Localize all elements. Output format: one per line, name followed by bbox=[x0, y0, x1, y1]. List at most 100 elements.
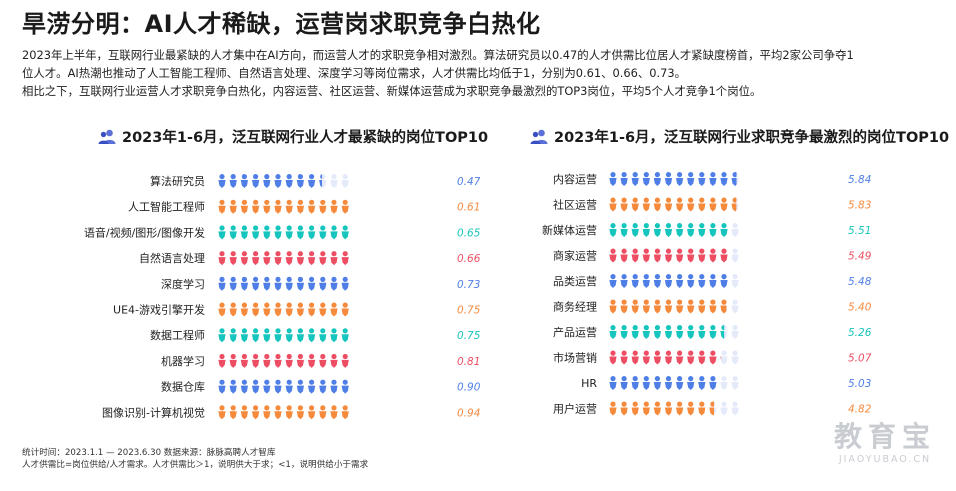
right-icon-filled bbox=[698, 350, 706, 365]
left-icon-filled bbox=[330, 199, 338, 214]
right-icon-filled bbox=[609, 248, 617, 263]
left-panel-title-text: 2023年1-6月，泛互联网行业人才最紧缺的岗位TOP10 bbox=[122, 130, 489, 146]
watermark-en: JIAOYUBAO.CN bbox=[838, 454, 932, 465]
right-icon-filled bbox=[642, 274, 650, 288]
left-icon-filled bbox=[319, 276, 327, 291]
right-value-label: 5.49 bbox=[848, 251, 872, 263]
left-category-label: 数据工程师 bbox=[150, 328, 205, 342]
right-icon-empty bbox=[720, 401, 728, 416]
left-icon-filled bbox=[308, 405, 316, 420]
left-value-label: 0.90 bbox=[457, 382, 480, 394]
left-value-label: 0.73 bbox=[457, 279, 480, 291]
left-icon-filled bbox=[341, 328, 349, 343]
right-icon-filled bbox=[698, 401, 706, 416]
left-icon-filled bbox=[218, 353, 226, 368]
left-icon-filled bbox=[274, 328, 282, 343]
right-icon-filled bbox=[609, 325, 617, 339]
left-icon-filled bbox=[308, 251, 316, 266]
left-icon-filled bbox=[240, 302, 248, 317]
right-icon-filled bbox=[687, 172, 695, 186]
right-row: 市场营销 5.07 bbox=[553, 350, 872, 365]
right-value-label: 5.83 bbox=[848, 200, 871, 212]
left-row: 语音/视频/图形/图像开发 0.65 bbox=[84, 225, 480, 240]
left-icon-filled bbox=[240, 328, 248, 343]
right-icon-filled bbox=[620, 376, 628, 390]
left-icon-filled bbox=[274, 199, 282, 214]
right-category-label: 市场营销 bbox=[553, 351, 597, 365]
left-row: 数据工程师 0.75 bbox=[150, 328, 480, 343]
left-icon-filled bbox=[319, 328, 327, 343]
left-value-label: 0.61 bbox=[457, 202, 480, 214]
right-icon-empty bbox=[731, 223, 739, 237]
right-icon-filled bbox=[676, 376, 684, 390]
left-row: 机器学习 0.81 bbox=[161, 353, 480, 368]
left-category-label: 自然语言处理 bbox=[139, 251, 205, 265]
left-category-label: 数据仓库 bbox=[161, 380, 205, 394]
watermark-cn: 教育宝 bbox=[833, 420, 936, 453]
right-icon-filled bbox=[631, 172, 639, 186]
right-icon-filled bbox=[609, 401, 617, 416]
left-value-label: 0.65 bbox=[457, 227, 480, 239]
right-icon-filled bbox=[676, 172, 684, 186]
left-category-label: 机器学习 bbox=[161, 354, 205, 368]
right-value-label: 5.48 bbox=[848, 276, 872, 288]
left-icon-filled bbox=[285, 405, 293, 420]
intro-line: 2023年上半年，互联网行业最紧缺的人才集中在AI方向，而运营人才的求职竞争相对… bbox=[22, 48, 854, 62]
left-row: 算法研究员 0.47 bbox=[150, 174, 480, 188]
left-icon-filled bbox=[330, 379, 338, 394]
left-icon-filled bbox=[274, 405, 282, 420]
right-icon-filled bbox=[698, 223, 706, 237]
right-icon-filled bbox=[642, 248, 650, 263]
right-icon-filled bbox=[664, 401, 673, 416]
right-icon-filled bbox=[631, 350, 639, 365]
right-icon-filled bbox=[653, 274, 661, 288]
left-icon-empty bbox=[330, 174, 338, 188]
left-row: 自然语言处理 0.66 bbox=[139, 251, 480, 266]
left-icon-filled bbox=[308, 199, 316, 214]
right-icon-filled bbox=[631, 274, 639, 288]
right-value-label: 5.51 bbox=[848, 225, 871, 237]
right-icon-filled bbox=[676, 401, 684, 416]
right-icon-filled bbox=[664, 274, 673, 288]
left-icon-filled bbox=[252, 174, 260, 188]
left-icon-filled bbox=[218, 405, 226, 420]
left-icon-filled bbox=[240, 174, 248, 188]
left-icon-partial bbox=[319, 174, 322, 188]
right-category-label: 新媒体运营 bbox=[542, 223, 597, 237]
right-icon-filled bbox=[676, 299, 684, 314]
left-icon-filled bbox=[285, 353, 293, 368]
right-icon-filled bbox=[709, 197, 717, 212]
left-icon-filled bbox=[229, 379, 237, 394]
left-icon-filled bbox=[252, 353, 260, 368]
left-icon-filled bbox=[341, 199, 349, 214]
right-icon-partial bbox=[720, 299, 727, 314]
right-icon-filled bbox=[709, 248, 717, 263]
footnote-line: 人才供需比=岗位供给/人才需求。人才供需比＞1，说明供大于求；<1，说明供给小于… bbox=[22, 460, 369, 470]
left-row: 图像识别-计算机视觉 0.94 bbox=[102, 405, 480, 420]
left-icon-filled bbox=[308, 353, 316, 368]
right-icon-filled bbox=[620, 223, 628, 237]
right-icon-filled bbox=[642, 401, 650, 416]
right-icon-filled bbox=[653, 197, 661, 212]
left-icon-filled bbox=[229, 225, 237, 240]
right-panel-title: 2023年1-6月，泛互联网行业求职竞争最激烈的岗位TOP10 bbox=[530, 126, 949, 147]
right-icon-filled bbox=[620, 350, 628, 365]
left-row: UE4-游戏引擎开发 0.75 bbox=[113, 302, 480, 317]
right-category-label: 用户运营 bbox=[553, 402, 597, 416]
right-row: HR 5.03 bbox=[581, 376, 871, 390]
left-icon-filled bbox=[285, 225, 293, 240]
left-icon-filled bbox=[218, 251, 226, 266]
left-icon-filled bbox=[218, 276, 226, 291]
right-icon-filled bbox=[653, 299, 661, 314]
right-icon-filled bbox=[609, 350, 617, 365]
left-icon-filled bbox=[274, 225, 282, 240]
right-icon-filled bbox=[609, 197, 617, 212]
right-category-label: 商务经理 bbox=[553, 300, 597, 314]
users-icon bbox=[530, 129, 548, 144]
left-icon-filled bbox=[229, 199, 237, 214]
left-icon-filled bbox=[285, 276, 293, 291]
right-icon-filled bbox=[676, 248, 684, 263]
left-row: 人工智能工程师 0.61 bbox=[128, 199, 480, 214]
right-icon-filled bbox=[642, 197, 650, 212]
left-icon-filled bbox=[252, 302, 260, 317]
